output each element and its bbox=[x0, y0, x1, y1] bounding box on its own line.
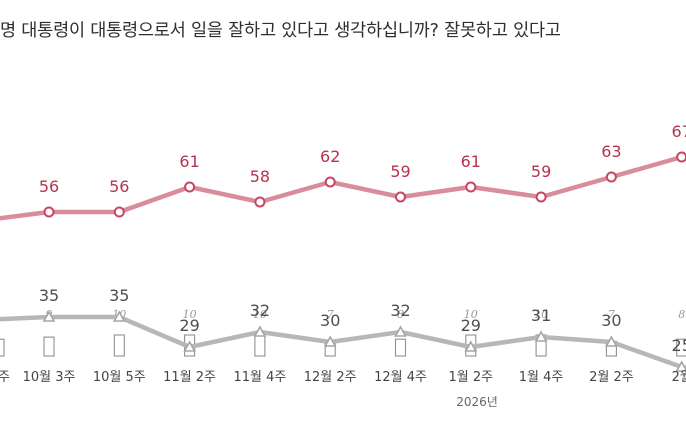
x-axis-tick-label: 1월 2주 bbox=[448, 370, 493, 385]
unknown-bar bbox=[0, 338, 5, 357]
positive-value-label: 61 bbox=[461, 152, 481, 171]
positive-value-label: 59 bbox=[531, 162, 551, 181]
positive-value-label: 63 bbox=[601, 142, 621, 161]
x-axis-tick-label: 2월 bbox=[672, 370, 686, 385]
positive-point bbox=[465, 181, 477, 193]
negative-value-label: 31 bbox=[531, 306, 551, 325]
unknown-value-label: 7 bbox=[327, 308, 334, 321]
unknown-value-label: 8 bbox=[678, 308, 685, 321]
positive-value-label: 56 bbox=[109, 177, 129, 196]
negative-point bbox=[183, 340, 196, 352]
positive-value-label: 58 bbox=[250, 167, 270, 186]
positive-value-label: 56 bbox=[39, 177, 59, 196]
negative-value-label: 30 bbox=[320, 311, 340, 330]
positive-point bbox=[535, 191, 547, 203]
negative-point bbox=[253, 325, 267, 337]
unknown-bar bbox=[394, 338, 407, 357]
unknown-bar bbox=[113, 334, 125, 357]
positive-point bbox=[43, 206, 55, 218]
negative-value-label: 29 bbox=[179, 316, 199, 335]
negative-value-label: 35 bbox=[109, 286, 129, 305]
unknown-value-label: 10 bbox=[464, 308, 478, 321]
unknown-value-label: 10 bbox=[253, 308, 267, 321]
positive-point bbox=[184, 181, 196, 193]
positive-value-label: 61 bbox=[179, 152, 199, 171]
unknown-bar bbox=[43, 336, 55, 357]
unknown-value-label: 10 bbox=[183, 308, 197, 321]
positive-series: 56 56 61 58 62 59 61 59 63 67 bbox=[0, 122, 686, 221]
unknown-value-label: 7 bbox=[608, 308, 615, 321]
negative-series: 35 35 29 32 30 32 29 31 30 25 bbox=[0, 286, 686, 372]
x-axis-tick-label: 주 bbox=[0, 370, 10, 385]
positive-point bbox=[395, 191, 406, 203]
negative-point bbox=[675, 360, 686, 372]
negative-value-label: 29 bbox=[461, 316, 481, 335]
x-axis-ticks: 주 10월 3주 10월 5주 11월 2주 11월 4주 12월 2주 12월 4주 1월 … bbox=[0, 370, 686, 385]
x-axis-tick-label: 10월 5주 bbox=[93, 370, 146, 385]
x-axis-tick-label: 11월 2주 bbox=[163, 370, 216, 385]
unknown-value-label: 8 bbox=[397, 308, 404, 321]
x-axis-year-label: 2026년 bbox=[456, 395, 498, 409]
negative-point bbox=[605, 335, 618, 347]
negative-point bbox=[534, 330, 548, 342]
positive-series-line bbox=[0, 154, 686, 221]
negative-point bbox=[112, 310, 126, 322]
positive-point bbox=[676, 151, 686, 163]
negative-value-label: 32 bbox=[250, 301, 270, 320]
unknown-bar bbox=[676, 338, 686, 357]
negative-series-line bbox=[0, 314, 686, 370]
unknown-value-label: 10 bbox=[534, 308, 548, 321]
x-axis-tick-label: 1월 4주 bbox=[519, 370, 564, 385]
negative-point bbox=[42, 310, 56, 322]
positive-value-label: 59 bbox=[390, 162, 410, 181]
negative-value-label: 30 bbox=[601, 311, 621, 330]
positive-point bbox=[605, 171, 617, 183]
x-axis-tick-label: 10월 3주 bbox=[23, 370, 76, 385]
x-axis-tick-label: 12월 4주 bbox=[374, 370, 427, 385]
negative-point bbox=[464, 340, 478, 352]
x-axis-tick-label: 2월 2주 bbox=[589, 370, 634, 385]
positive-point bbox=[254, 196, 266, 208]
positive-point bbox=[324, 176, 336, 188]
negative-point bbox=[323, 335, 337, 347]
survey-question: 명 대통령이 대통령으로서 일을 잘하고 있다고 생각하십니까? 잘못하고 있다… bbox=[0, 21, 561, 41]
negative-value-label: 25 bbox=[672, 336, 686, 355]
unknown-bar bbox=[254, 334, 266, 357]
negative-point bbox=[394, 325, 407, 337]
x-axis-tick-label: 12월 2주 bbox=[304, 370, 357, 385]
positive-value-label: 67 bbox=[672, 122, 686, 141]
positive-value-label: 62 bbox=[320, 147, 340, 166]
negative-value-label: 32 bbox=[390, 301, 410, 320]
negative-value-label: 35 bbox=[39, 286, 59, 305]
x-axis-tick-label: 11월 4주 bbox=[233, 370, 286, 385]
positive-point bbox=[113, 206, 125, 218]
